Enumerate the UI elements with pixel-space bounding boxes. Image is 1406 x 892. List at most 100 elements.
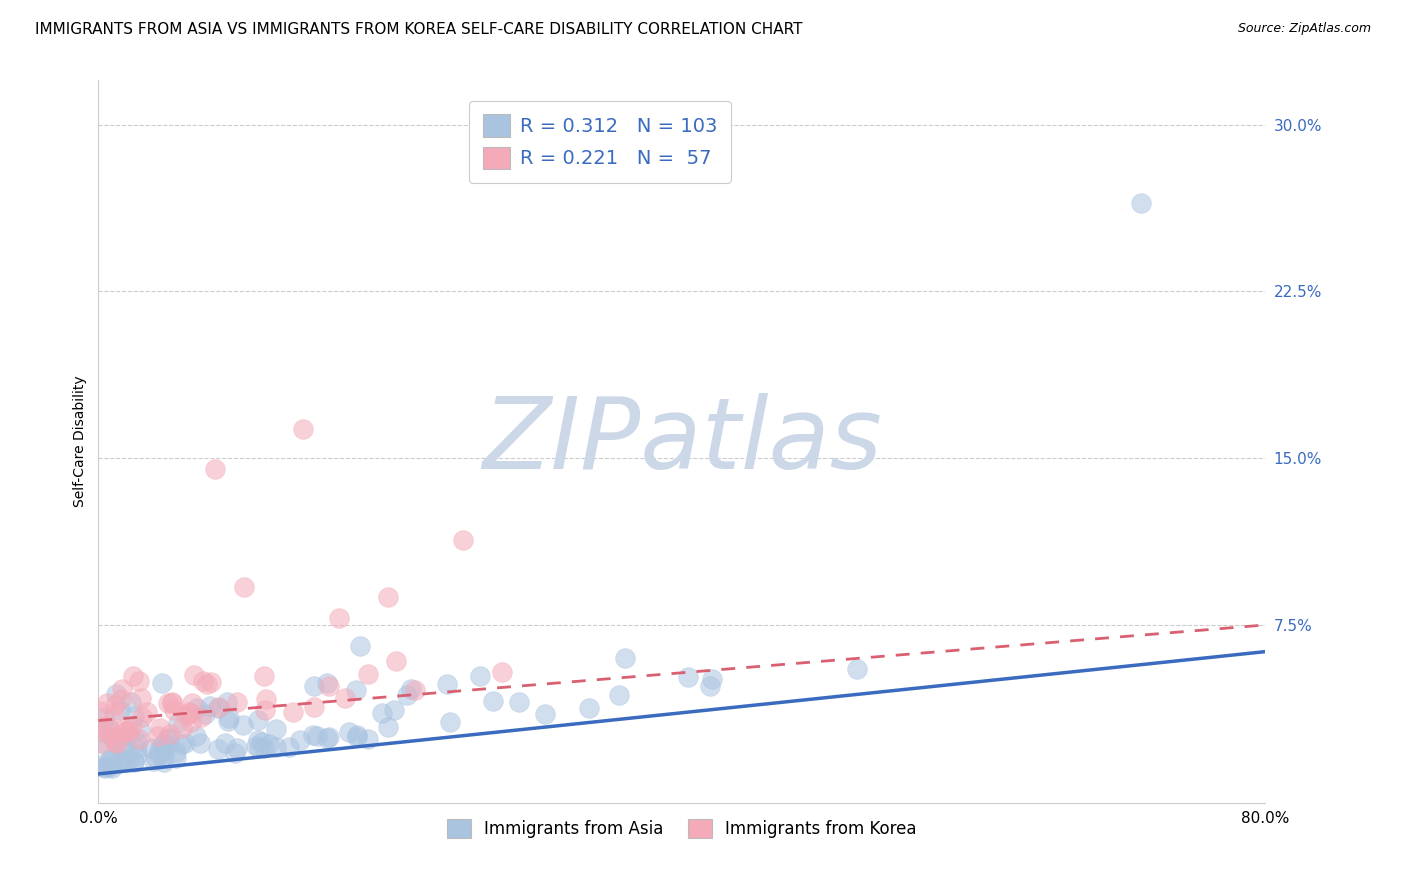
Point bbox=[179, 705, 201, 719]
Point bbox=[277, 739, 299, 754]
Point bbox=[114, 754, 136, 768]
Point bbox=[122, 754, 145, 768]
Point bbox=[346, 731, 368, 745]
Point bbox=[111, 682, 134, 697]
Point bbox=[89, 758, 111, 772]
Point bbox=[307, 729, 329, 743]
Point bbox=[678, 669, 700, 683]
Point bbox=[207, 700, 229, 714]
Point bbox=[153, 755, 176, 769]
Point bbox=[328, 610, 350, 624]
Point bbox=[127, 742, 149, 756]
Point bbox=[97, 759, 120, 773]
Point bbox=[105, 688, 128, 702]
Point bbox=[156, 732, 179, 747]
Point bbox=[224, 746, 246, 760]
Point bbox=[253, 668, 276, 682]
Point bbox=[157, 696, 180, 710]
Point bbox=[226, 695, 249, 709]
Point bbox=[232, 717, 254, 731]
Point bbox=[264, 740, 287, 755]
Point bbox=[245, 739, 267, 754]
Point bbox=[93, 761, 115, 775]
Point bbox=[110, 752, 132, 766]
Point bbox=[136, 705, 159, 719]
Point bbox=[246, 713, 269, 727]
Point bbox=[371, 706, 394, 720]
Point bbox=[197, 677, 219, 691]
Point bbox=[700, 672, 723, 686]
Point bbox=[481, 693, 503, 707]
Point bbox=[302, 700, 325, 714]
Point bbox=[139, 741, 162, 756]
Point bbox=[316, 731, 339, 745]
Point bbox=[183, 667, 205, 681]
Point bbox=[214, 736, 236, 750]
Point bbox=[104, 698, 127, 712]
Point bbox=[302, 728, 325, 742]
Point bbox=[191, 673, 214, 688]
Point bbox=[846, 662, 869, 676]
Point bbox=[291, 422, 314, 436]
Point bbox=[247, 740, 270, 755]
Point bbox=[153, 747, 176, 762]
Point bbox=[96, 724, 118, 739]
Point bbox=[233, 580, 256, 594]
Point bbox=[699, 679, 721, 693]
Point bbox=[218, 711, 240, 725]
Point bbox=[159, 727, 181, 741]
Point bbox=[114, 739, 136, 754]
Point bbox=[120, 695, 142, 709]
Point bbox=[283, 706, 305, 720]
Point bbox=[194, 706, 217, 721]
Point bbox=[578, 701, 600, 715]
Point bbox=[174, 708, 197, 723]
Point bbox=[186, 701, 208, 715]
Point bbox=[122, 755, 145, 769]
Point bbox=[335, 690, 357, 705]
Point bbox=[533, 706, 555, 721]
Point bbox=[356, 732, 378, 747]
Point bbox=[121, 719, 143, 733]
Point bbox=[254, 703, 277, 717]
Point bbox=[91, 760, 114, 774]
Point bbox=[101, 752, 124, 766]
Point bbox=[103, 706, 125, 720]
Point bbox=[107, 736, 129, 750]
Point bbox=[207, 741, 229, 756]
Point bbox=[104, 731, 127, 746]
Point bbox=[165, 745, 187, 759]
Point bbox=[200, 674, 222, 689]
Point bbox=[167, 715, 190, 730]
Point bbox=[100, 730, 122, 744]
Point bbox=[162, 696, 184, 710]
Point bbox=[188, 736, 211, 750]
Point bbox=[470, 669, 492, 683]
Point bbox=[508, 695, 530, 709]
Point bbox=[247, 732, 270, 747]
Point bbox=[142, 754, 165, 768]
Point bbox=[98, 723, 121, 738]
Point bbox=[122, 709, 145, 723]
Point bbox=[259, 737, 281, 751]
Text: IMMIGRANTS FROM ASIA VS IMMIGRANTS FROM KOREA SELF-CARE DISABILITY CORRELATION C: IMMIGRANTS FROM ASIA VS IMMIGRANTS FROM … bbox=[35, 22, 803, 37]
Point bbox=[128, 674, 150, 689]
Point bbox=[156, 738, 179, 752]
Point bbox=[89, 720, 111, 734]
Point bbox=[439, 715, 461, 730]
Point bbox=[607, 688, 630, 702]
Point bbox=[148, 747, 170, 762]
Point bbox=[302, 679, 325, 693]
Point bbox=[382, 703, 405, 717]
Point bbox=[129, 690, 152, 705]
Point bbox=[190, 710, 212, 724]
Point bbox=[1130, 195, 1153, 210]
Point bbox=[226, 740, 249, 755]
Point bbox=[101, 760, 124, 774]
Text: ZIPatlas: ZIPatlas bbox=[482, 393, 882, 490]
Point bbox=[181, 696, 204, 710]
Point bbox=[253, 741, 276, 756]
Point bbox=[97, 719, 120, 733]
Point bbox=[491, 665, 513, 680]
Point bbox=[91, 725, 114, 739]
